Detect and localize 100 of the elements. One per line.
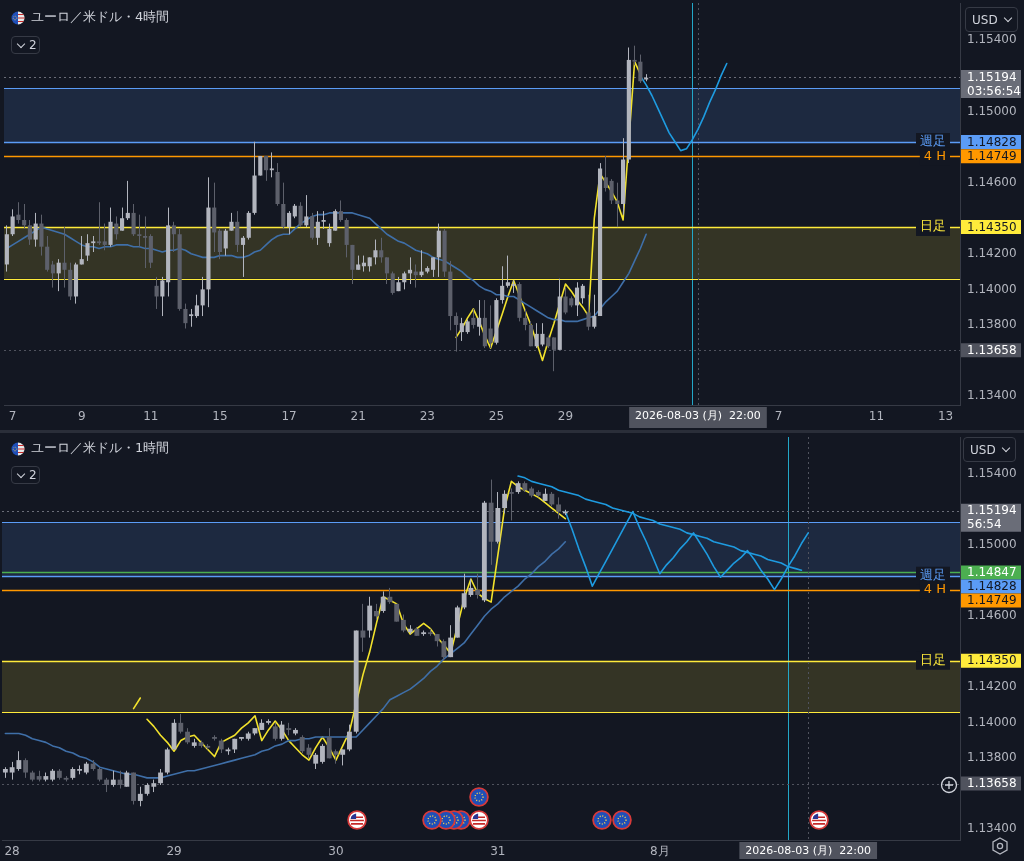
candlestick bbox=[298, 201, 303, 228]
candlestick bbox=[10, 208, 15, 237]
text: 56:54 bbox=[967, 517, 1002, 532]
x-tick-label: 8月 bbox=[649, 844, 670, 859]
candlestick bbox=[240, 235, 246, 278]
x-tick-label: 21 bbox=[350, 409, 366, 424]
candlestick bbox=[477, 299, 482, 337]
candlestick bbox=[592, 294, 597, 330]
candlestick bbox=[488, 304, 493, 349]
candlestick bbox=[471, 308, 476, 330]
x-tick-label: 30 bbox=[328, 844, 344, 859]
ref-line-label: 1.13658 bbox=[967, 776, 1017, 791]
candlestick bbox=[320, 743, 325, 765]
candlestick bbox=[379, 237, 384, 264]
candlestick bbox=[45, 235, 50, 273]
candlestick bbox=[327, 223, 332, 248]
candlestick bbox=[160, 276, 165, 317]
candlestick bbox=[23, 757, 29, 779]
candlestick bbox=[430, 256, 436, 278]
y-tick-label: 1.14000 bbox=[967, 714, 1017, 729]
annotation: 4 H bbox=[923, 581, 946, 597]
candlestick bbox=[62, 226, 67, 289]
candlestick bbox=[154, 276, 159, 310]
candlestick bbox=[143, 215, 148, 269]
ref-line-label: 1.14749 bbox=[967, 593, 1017, 608]
candlestick bbox=[475, 573, 481, 600]
candlestick bbox=[603, 155, 608, 193]
candlestick bbox=[269, 151, 274, 178]
candlestick bbox=[16, 201, 21, 225]
candlestick bbox=[22, 203, 27, 230]
annotation: 4 H bbox=[923, 147, 946, 163]
candlestick bbox=[125, 180, 130, 221]
y-tick-label: 1.15000 bbox=[967, 103, 1017, 118]
candlestick bbox=[500, 265, 505, 305]
y-tick-label: 1.15400 bbox=[967, 466, 1017, 481]
x-tick-label: 2026-08-03 (月) 22:00 bbox=[745, 844, 872, 858]
ref-line-label: 1.13658 bbox=[967, 342, 1017, 357]
x-tick-label: 9 bbox=[77, 409, 86, 424]
x-tick-label: 31 bbox=[490, 844, 506, 859]
candlestick bbox=[102, 223, 107, 251]
x-tick-label: 28 bbox=[4, 844, 20, 859]
currency-dropdown: USD bbox=[963, 437, 1016, 462]
ref-line-label: 1.14350 bbox=[967, 653, 1017, 668]
y-tick-label: 1.14200 bbox=[967, 245, 1017, 260]
y-tick-label: 1.13400 bbox=[967, 388, 1017, 403]
y-tick-label: 1.14200 bbox=[967, 679, 1017, 694]
candlestick bbox=[528, 320, 534, 347]
ref-line-label: 1.14749 bbox=[967, 148, 1017, 163]
y-tick-label: 1.15400 bbox=[967, 32, 1017, 47]
x-tick-label: 23 bbox=[419, 409, 435, 424]
y-tick-label: 1.14600 bbox=[967, 174, 1017, 189]
candlestick bbox=[505, 255, 510, 289]
candlestick bbox=[441, 638, 447, 662]
candlestick bbox=[448, 624, 454, 658]
x-tick-label: 7 bbox=[8, 409, 17, 424]
candlestick bbox=[235, 210, 240, 253]
candlestick bbox=[137, 786, 143, 807]
y-tick-label: 1.13800 bbox=[967, 750, 1017, 765]
ref-line-label: 1.14847 bbox=[967, 565, 1017, 580]
candlestick bbox=[119, 207, 125, 232]
candlestick bbox=[551, 336, 557, 372]
candlestick bbox=[511, 279, 516, 294]
collapse-button: 2 bbox=[11, 36, 40, 54]
y-tick-label: 1.14000 bbox=[967, 281, 1017, 296]
y-tick-label: 1.13400 bbox=[967, 821, 1017, 836]
candlestick bbox=[287, 210, 292, 235]
candlestick bbox=[96, 201, 102, 246]
currency-dropdown: USD bbox=[965, 7, 1018, 32]
candlestick bbox=[164, 747, 170, 775]
candlestick bbox=[39, 214, 44, 257]
x-tick-label: 7 bbox=[774, 409, 783, 424]
candlestick bbox=[638, 54, 643, 84]
candlestick bbox=[609, 178, 614, 205]
candlestick bbox=[85, 233, 90, 262]
candlestick bbox=[108, 207, 113, 248]
text: ユーロ／米ドル・4時間 bbox=[31, 9, 170, 25]
x-tick-label: 11 bbox=[868, 409, 885, 424]
candlestick bbox=[615, 182, 620, 228]
candlestick bbox=[131, 203, 136, 237]
candlestick bbox=[580, 283, 585, 305]
annotation: 週足 bbox=[920, 133, 946, 149]
ref-line-label: 1.15194 bbox=[967, 503, 1017, 518]
chart-title: ユーロ／米ドル・1時間 bbox=[31, 440, 170, 456]
x-tick-label: 11 bbox=[143, 409, 159, 424]
x-tick-label: 29 bbox=[166, 844, 182, 859]
x-tick-label: 25 bbox=[488, 409, 505, 424]
candlestick bbox=[380, 590, 386, 614]
ref-line-label: 1.14828 bbox=[967, 579, 1017, 594]
candlestick bbox=[310, 212, 315, 241]
candlestick bbox=[459, 317, 464, 342]
candlestick bbox=[304, 194, 309, 228]
annotation: 2 bbox=[29, 38, 37, 52]
y-tick-label: 1.13800 bbox=[967, 317, 1017, 332]
candlestick bbox=[223, 228, 228, 257]
ref-line-label: 1.14350 bbox=[967, 219, 1017, 234]
candlestick bbox=[171, 221, 176, 253]
candlestick bbox=[50, 260, 56, 289]
candlestick bbox=[523, 308, 528, 331]
candlestick bbox=[390, 271, 395, 296]
candlestick bbox=[574, 281, 580, 317]
